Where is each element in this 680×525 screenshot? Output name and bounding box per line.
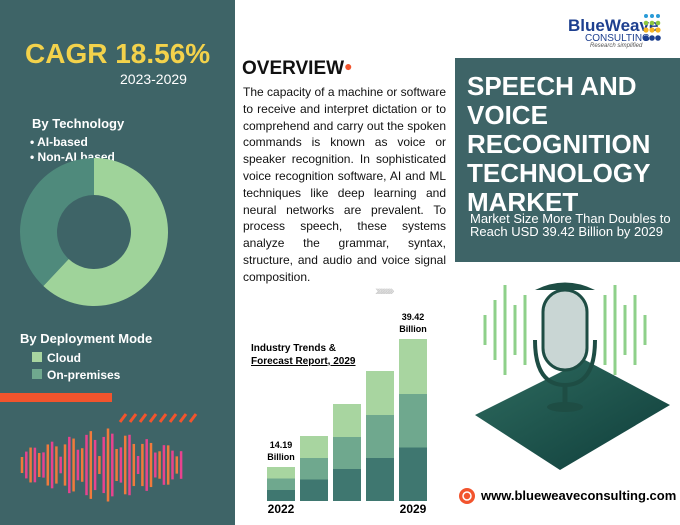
bar [267,466,295,501]
decoration [0,393,198,502]
legend-entry: Cloud [32,350,120,367]
overview-text: The capacity of a machine or software to… [243,85,446,284]
logo-sub: CONSULTING [585,33,650,44]
bar [399,337,427,501]
market-subtitle: Market Size More Than Doubles to Reach U… [470,211,671,239]
donut-chart [20,158,168,306]
legend-entry: • AI-based [30,135,88,149]
section-title: By Deployment Mode [20,331,153,346]
legend-label: On-premises [47,368,121,382]
donut-slice [43,158,168,306]
logo-icon [643,14,661,41]
illustration [475,282,670,470]
market-box [455,58,680,262]
chart-subtitle: Forecast Report, 2029 [251,356,356,367]
logo-tagline: Research simplified [590,43,643,49]
bar [333,403,361,501]
x-tick-label: 2022 [267,502,295,516]
legend: Cloud On-premises [32,350,120,384]
chart-title: Industry Trends & [251,343,337,354]
overview-title: OVERVIEW● [242,58,353,79]
legend-label: Cloud [47,351,81,365]
data-label: 14.19 Billion [267,440,295,463]
period: 2023-2029 [120,71,187,87]
section-title: By Technology [32,116,125,131]
decoration: ›››››››››› [375,282,395,298]
donut-slice [20,158,94,286]
cagr: CAGR 18.56% [25,38,211,69]
market-title: SPEECH AND VOICE RECOGNITION TECHNOLOGY … [467,71,651,217]
x-tick-label: 2029 [399,502,427,516]
bar [300,435,328,501]
logo-name: BlueWeave [568,16,659,35]
data-label: 39.42 Billion [399,311,427,334]
heading: OVERVIEW [242,58,345,79]
website: www.blueweaveconsulting.com [481,488,677,503]
legend-label: AI-based [37,135,88,149]
web-icon [459,488,475,504]
legend-entry: On-premises [32,367,120,384]
bar [366,370,394,501]
